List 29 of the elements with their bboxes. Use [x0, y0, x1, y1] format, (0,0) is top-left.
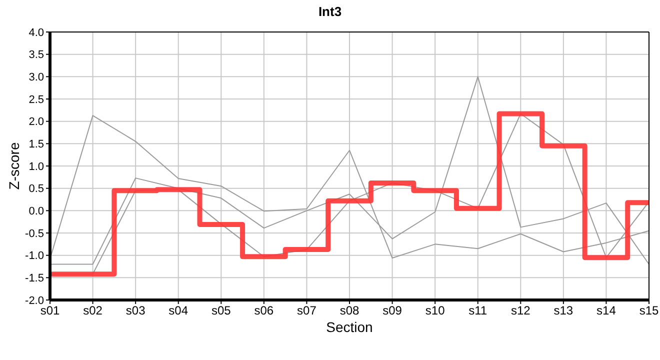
y-tick-label: -1.5 — [25, 272, 44, 285]
y-axis-title: Z-score — [6, 142, 22, 190]
x-tick-label: s10 — [425, 304, 446, 318]
y-tick-label: 1.5 — [28, 138, 44, 151]
x-tick-label: s03 — [126, 304, 146, 318]
x-tick-label: s15 — [639, 304, 659, 318]
y-tick-label: 2.0 — [28, 116, 44, 128]
y-tick-label: -0.5 — [25, 228, 44, 240]
y-tick-label: 0.0 — [28, 206, 44, 218]
y-tick-label: 1.0 — [28, 160, 44, 173]
y-tick-label: 4.0 — [28, 26, 44, 39]
x-tick-label: s06 — [254, 304, 274, 318]
y-tick-label: 2.5 — [28, 94, 44, 106]
chart-title: Int3 — [317, 4, 343, 19]
x-tick-label: s07 — [297, 304, 317, 318]
x-tick-label: s11 — [468, 304, 488, 318]
x-tick-label: s14 — [596, 304, 616, 318]
x-tick-label: s09 — [382, 304, 402, 318]
y-tick-label: 0.5 — [28, 183, 44, 196]
x-tick-label: s04 — [168, 304, 188, 318]
x-axis-title: Section — [326, 318, 373, 335]
x-tick-label: s02 — [83, 304, 103, 318]
x-tick-label: s08 — [340, 304, 360, 318]
x-tick-label: s12 — [510, 304, 531, 318]
y-tick-label: 3.5 — [28, 49, 44, 62]
y-tick-label: 3.0 — [28, 72, 44, 84]
x-tick-label: s05 — [211, 304, 232, 318]
x-tick-label: s13 — [554, 304, 574, 318]
y-tick-label: -1.0 — [25, 250, 44, 262]
